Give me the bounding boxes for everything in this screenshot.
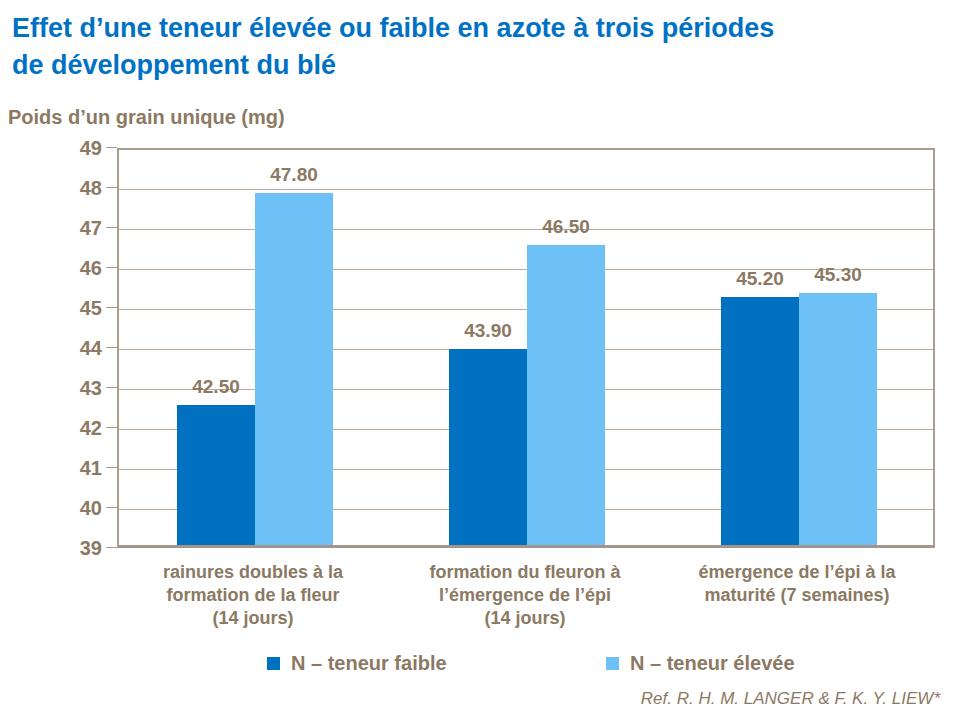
reference-text: Ref. R. H. M. LANGER & F. K. Y. LIEW*: [641, 689, 940, 709]
bar-faible-cat1: [177, 405, 255, 545]
legend-label: N – teneur élevée: [630, 652, 795, 675]
y-tick-label: 46: [38, 255, 102, 281]
y-tick: [106, 347, 117, 348]
x-category-label-line: formation de la fleur: [133, 584, 373, 607]
x-category-label: émergence de l’épi à lamaturité (7 semai…: [677, 561, 917, 607]
chart-title-line-1: Effet d’une teneur élevée ou faible en a…: [12, 10, 942, 47]
y-tick-label: 43: [38, 375, 102, 401]
x-category-label-line: l’émergence de l’épi: [405, 584, 645, 607]
x-category-label-line: (14 jours): [405, 607, 645, 630]
y-tick-label: 48: [38, 175, 102, 201]
bar-value-label: 47.80: [255, 164, 333, 186]
y-tick: [106, 467, 117, 468]
y-tick-label: 40: [38, 495, 102, 521]
gridline: [119, 229, 933, 230]
y-tick: [106, 507, 117, 508]
bar-value-label: 43.90: [449, 320, 527, 342]
y-tick-label: 49: [38, 135, 102, 161]
y-tick: [106, 547, 117, 548]
bar-value-label: 46.50: [527, 216, 605, 238]
y-tick: [106, 267, 117, 268]
bar-faible-cat2: [449, 349, 527, 545]
x-category-label-line: émergence de l’épi à la: [677, 561, 917, 584]
y-tick: [106, 227, 117, 228]
legend-swatch: [267, 657, 280, 670]
bar-elevee-cat2: [527, 245, 605, 545]
x-category-label-line: maturité (7 semaines): [677, 584, 917, 607]
y-tick: [106, 427, 117, 428]
x-category-label: rainures doubles à laformation de la fle…: [133, 561, 373, 630]
y-tick-label: 45: [38, 295, 102, 321]
x-category-label-line: (14 jours): [133, 607, 373, 630]
y-tick: [106, 307, 117, 308]
bar-faible-cat3: [721, 297, 799, 545]
gridline: [119, 189, 933, 190]
bar-value-label: 42.50: [177, 376, 255, 398]
y-tick-label: 42: [38, 415, 102, 441]
bar-value-label: 45.20: [721, 268, 799, 290]
y-tick-label: 44: [38, 335, 102, 361]
y-axis-title: Poids d’un grain unique (mg): [8, 106, 285, 129]
y-tick-label: 39: [38, 535, 102, 561]
x-category-label-line: formation du fleuron à: [405, 561, 645, 584]
bar-value-label: 45.30: [799, 264, 877, 286]
x-category-label: formation du fleuron àl’émergence de l’é…: [405, 561, 645, 630]
legend-swatch: [606, 657, 619, 670]
legend-item-faible: N – teneur faible: [267, 650, 447, 676]
y-tick: [106, 387, 117, 388]
legend-item-elevee: N – teneur élevée: [606, 650, 795, 676]
bar-elevee-cat3: [799, 293, 877, 545]
x-category-label-line: rainures doubles à la: [133, 561, 373, 584]
bar-elevee-cat1: [255, 193, 333, 545]
y-tick-label: 47: [38, 215, 102, 241]
legend-label: N – teneur faible: [291, 652, 447, 675]
chart-title-line-2: de développement du blé: [12, 47, 942, 84]
y-tick: [106, 147, 117, 148]
slide: Effet d’une teneur élevée ou faible en a…: [0, 0, 960, 720]
chart-title: Effet d’une teneur élevée ou faible en a…: [12, 10, 942, 84]
y-tick-label: 41: [38, 455, 102, 481]
y-tick: [106, 187, 117, 188]
plot-area: 42.50 43.90 45.20 47.80 46.50 45.30: [117, 148, 935, 548]
